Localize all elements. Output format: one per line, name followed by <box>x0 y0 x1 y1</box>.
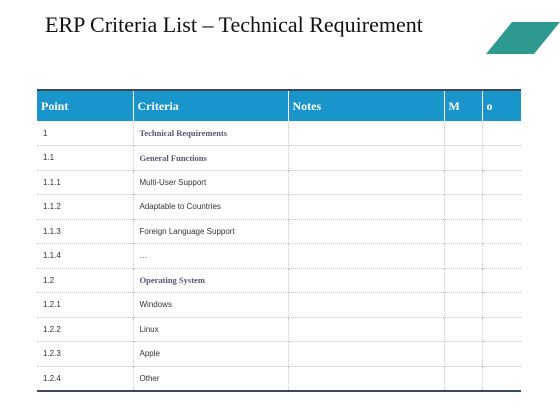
cell-criteria: Foreign Language Support <box>133 219 289 244</box>
cell-m <box>444 366 483 391</box>
cell-criteria: Adaptable to Countries <box>133 194 289 219</box>
cell-point: 1.1.2 <box>37 194 134 219</box>
cell-point: 1.2.2 <box>37 317 134 342</box>
cell-o <box>482 219 521 244</box>
cell-point: 1.1.1 <box>37 170 134 195</box>
cell-o <box>482 244 521 269</box>
cell-notes <box>288 194 445 219</box>
cell-criteria: Windows <box>133 292 289 317</box>
table-header: Point Criteria Notes M o <box>37 90 521 121</box>
cell-point: 1.2.4 <box>37 366 134 391</box>
cell-notes <box>288 243 445 268</box>
cell-point: 1.2.1 <box>37 292 134 317</box>
header-criteria: Criteria <box>133 90 289 121</box>
cell-o <box>482 366 521 391</box>
table-row: 1.1.1 Multi-User Support <box>37 170 521 195</box>
criteria-table: Point Criteria Notes M o 1 Technical Requ… <box>37 89 521 392</box>
page-title: ERP Criteria List – Technical Requiremen… <box>45 12 423 37</box>
cell-point: 1.1.4 <box>37 243 134 268</box>
cell-notes <box>288 121 445 146</box>
cell-o <box>482 293 521 318</box>
table-row: 1.1.4… <box>37 243 521 269</box>
header-m: M <box>444 90 483 121</box>
cell-m <box>444 145 483 170</box>
cell-notes <box>288 145 445 170</box>
decorative-parallelogram <box>486 22 560 54</box>
cell-o <box>482 195 521 220</box>
cell-point: 1.1.3 <box>37 219 134 244</box>
cell-criteria: Operating System <box>133 268 289 293</box>
cell-point: 1.2.3 <box>37 341 134 366</box>
cell-criteria: Apple <box>133 341 289 366</box>
cell-m <box>444 341 483 366</box>
cell-o <box>482 146 521 171</box>
cell-o <box>482 268 521 293</box>
header-row: Point Criteria Notes M o <box>37 90 521 121</box>
cell-m <box>444 317 483 342</box>
cell-m <box>444 219 483 244</box>
table-row: 1.2.4 Other <box>37 366 521 391</box>
cell-criteria: Technical Requirements <box>133 121 289 146</box>
cell-point: 1.2 <box>37 268 134 293</box>
table-row: 1 Technical Requirements <box>37 121 521 146</box>
header-notes: Notes <box>288 90 445 121</box>
cell-notes <box>288 317 445 342</box>
header-o: o <box>486 98 493 113</box>
cell-m <box>444 292 483 317</box>
cell-m <box>444 170 483 195</box>
cell-m <box>444 194 483 219</box>
cell-m <box>444 121 483 146</box>
cell-criteria: Other <box>133 366 289 391</box>
table-row: 1.1.3 Foreign Language Support <box>37 219 521 244</box>
cell-o <box>482 317 521 342</box>
table-row: 1.2 Operating System <box>37 268 521 293</box>
cell-criteria: General Functions <box>133 145 289 170</box>
cell-o <box>482 342 521 367</box>
cell-notes <box>288 341 445 366</box>
table-row: 1.1.2 Adaptable to Countries <box>37 194 521 220</box>
table-row: 1.2.2 Linux <box>37 317 521 342</box>
cell-criteria: Linux <box>133 317 289 342</box>
cell-point: 1.1 <box>37 145 134 170</box>
header-point: Point <box>37 90 134 121</box>
cell-point: 1 <box>37 121 134 146</box>
table-row: 1.1 General Functions <box>37 145 521 171</box>
cell-notes <box>288 268 445 293</box>
cell-o <box>482 170 521 195</box>
criteria-table-container: Point Criteria Notes M o 1 Technical Requ… <box>37 89 521 392</box>
cell-notes <box>288 170 445 195</box>
cell-notes <box>288 292 445 317</box>
cell-criteria: … <box>133 243 289 268</box>
cell-o <box>482 121 521 146</box>
table-row: 1.2.3 Apple <box>37 341 521 367</box>
cell-m <box>444 268 483 293</box>
table-row: 1.2.1 Windows <box>37 292 521 318</box>
table-body: 1 Technical Requirements 1.1 General Functi… <box>37 121 521 391</box>
cell-notes <box>288 219 445 244</box>
cell-notes <box>288 366 445 391</box>
cell-criteria: Multi-User Support <box>133 170 289 195</box>
cell-m <box>444 243 483 268</box>
